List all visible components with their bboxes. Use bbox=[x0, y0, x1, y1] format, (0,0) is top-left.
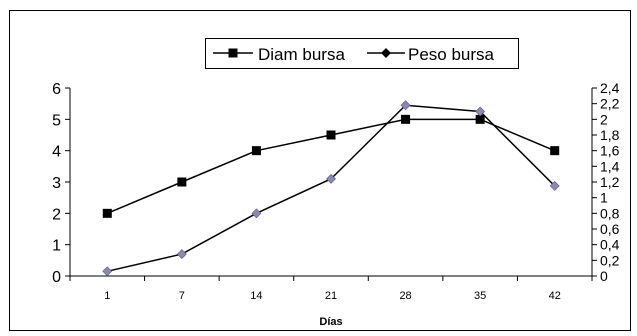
y-right-tick-label: 0,4 bbox=[600, 237, 620, 253]
y-right-tick-label: 1,2 bbox=[600, 174, 620, 190]
data-point-peso-bursa bbox=[475, 106, 486, 117]
x-tick-label: 7 bbox=[179, 290, 185, 302]
y-right-tick-label: 0,6 bbox=[600, 221, 620, 237]
y-right-tick-label: 1 bbox=[600, 190, 608, 206]
y-left-tick-label: 4 bbox=[52, 144, 61, 161]
y-right-tick-label: 0,8 bbox=[600, 205, 620, 221]
x-tick-label: 21 bbox=[325, 290, 337, 302]
y-right-tick-label: 2,2 bbox=[600, 96, 620, 112]
data-point-diam-bursa bbox=[177, 177, 187, 187]
data-point-diam-bursa bbox=[550, 146, 560, 156]
x-tick-label: 1 bbox=[104, 290, 110, 302]
y-right-tick-label: 0 bbox=[600, 268, 608, 284]
y-left-tick-label: 3 bbox=[52, 175, 61, 192]
y-left-tick-label: 5 bbox=[52, 112, 61, 129]
y-right-tick-label: 1,8 bbox=[600, 127, 620, 143]
y-right-tick-label: 1,6 bbox=[600, 143, 620, 159]
data-point-peso-bursa bbox=[326, 173, 336, 184]
legend-marker-diam-bursa bbox=[228, 48, 238, 58]
legend: Diam bursa Peso bursa bbox=[205, 38, 519, 69]
series bbox=[102, 100, 560, 277]
data-point-peso-bursa bbox=[400, 100, 411, 111]
y-left-tick-label: 2 bbox=[52, 206, 61, 223]
data-point-peso-bursa bbox=[549, 180, 560, 191]
data-point-peso-bursa bbox=[176, 249, 187, 259]
x-tick-label: 35 bbox=[474, 290, 486, 302]
data-point-diam-bursa bbox=[251, 146, 261, 156]
data-point-diam-bursa bbox=[102, 208, 112, 218]
y-left-tick-label: 0 bbox=[52, 269, 61, 286]
x-axis-title: Días bbox=[319, 316, 342, 328]
x-tick-label: 14 bbox=[250, 290, 262, 302]
axes: 012345600,20,40,60,811,21,41,61,822,22,4… bbox=[52, 80, 620, 302]
data-point-diam-bursa bbox=[475, 114, 485, 124]
y-left-tick-label: 1 bbox=[52, 238, 61, 255]
x-tick-label: 42 bbox=[549, 290, 561, 302]
data-point-diam-bursa bbox=[401, 114, 411, 124]
y-right-tick-label: 2 bbox=[600, 111, 608, 127]
data-point-peso-bursa bbox=[251, 208, 262, 219]
y-right-tick-label: 1,4 bbox=[600, 158, 620, 174]
legend-label-diam-bursa: Diam bursa bbox=[258, 45, 345, 64]
x-tick-label: 28 bbox=[399, 290, 411, 302]
legend-box bbox=[205, 38, 519, 69]
legend-label-peso-bursa: Peso bursa bbox=[408, 45, 495, 64]
legend-marker-peso-bursa bbox=[381, 48, 391, 58]
data-point-diam-bursa bbox=[326, 130, 336, 140]
y-left-tick-label: 6 bbox=[52, 81, 61, 98]
y-right-tick-label: 2,4 bbox=[600, 80, 620, 96]
y-right-tick-label: 0,2 bbox=[600, 252, 620, 268]
data-point-peso-bursa bbox=[102, 266, 113, 277]
